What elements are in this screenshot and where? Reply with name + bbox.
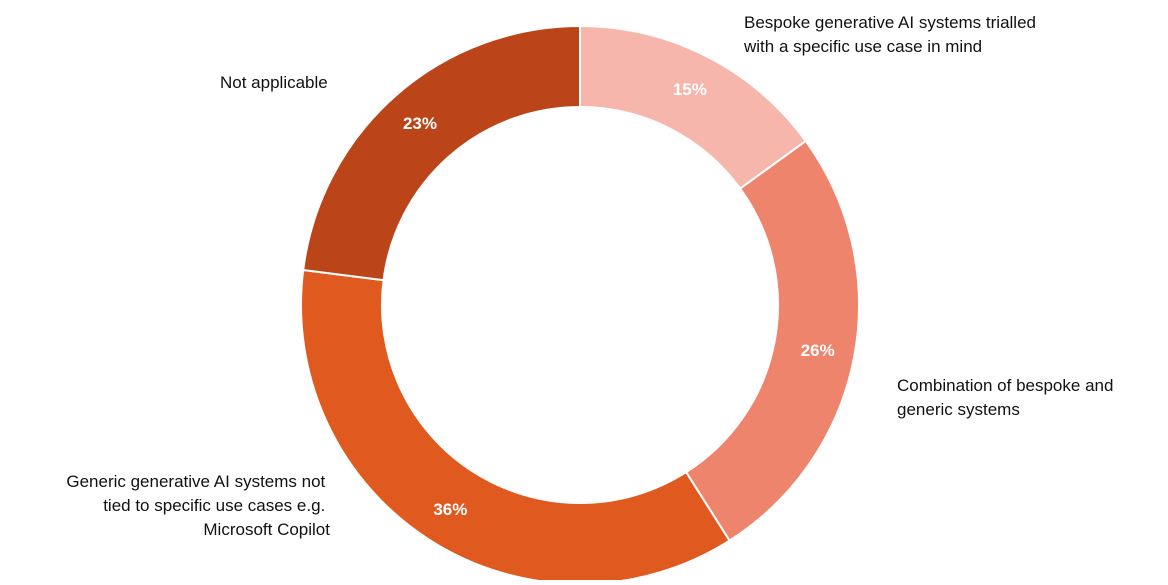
category-label-generic: Generic generative AI systems not tied t… (66, 472, 330, 539)
donut-slice (302, 24, 581, 282)
slice-value-label: 23% (403, 114, 437, 133)
donut-slice (300, 268, 731, 585)
category-label-combination: Combination of bespoke and generic syste… (897, 376, 1118, 419)
category-label-generic-line-2: tied to specific use cases e.g. (103, 496, 325, 515)
category-label-bespoke: Bespoke generative AI systems trialled w… (743, 13, 1041, 56)
category-label-not-applicable: Not applicable (220, 73, 328, 92)
slice-value-label: 15% (673, 80, 707, 99)
category-label-bespoke-line-1: Bespoke generative AI systems trialled (744, 13, 1036, 32)
donut-slice (684, 139, 860, 542)
category-label-combination-line-2: generic systems (897, 400, 1020, 419)
category-label-combination-line-1: Combination of bespoke and (897, 376, 1113, 395)
category-label-generic-line-3: Microsoft Copilot (203, 520, 330, 539)
value-labels-group: 15% 26% 36% 23% (403, 80, 835, 519)
slices-group (300, 24, 860, 585)
category-label-not-applicable-line-1: Not applicable (220, 73, 328, 92)
slice-value-label: 36% (433, 500, 467, 519)
category-label-bespoke-line-2: with a specific use case in mind (743, 37, 982, 56)
category-label-generic-line-1: Generic generative AI systems not (66, 472, 325, 491)
slice-value-label: 26% (801, 341, 835, 360)
